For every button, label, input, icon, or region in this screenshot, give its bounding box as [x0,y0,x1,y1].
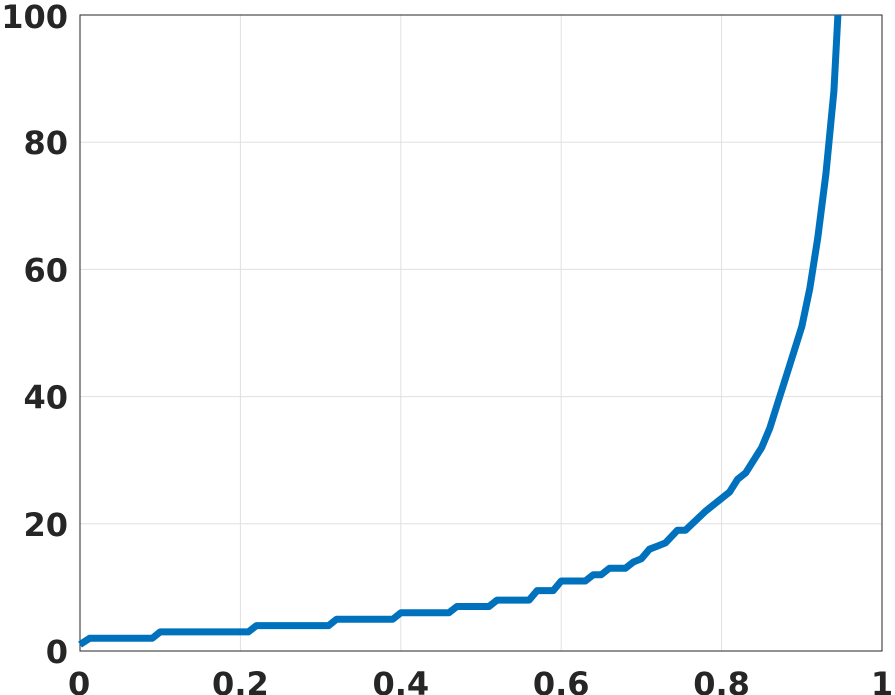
y-tick-label: 40 [23,379,68,417]
x-tick-labels: 0 0.2 0.4 0.6 0.8 1 [68,665,893,695]
grid-lines [80,15,882,651]
y-tick-label: 20 [23,506,68,544]
y-tick-label: 80 [23,124,68,162]
y-tick-label: 60 [23,251,68,289]
axes-box [79,14,883,652]
x-tick-label: 0.6 [533,665,590,695]
x-tick-label: 1 [871,665,893,695]
series-line [78,14,842,648]
series-layer [78,14,842,648]
y-tick-labels: 0 20 40 60 80 100 [1,0,68,671]
y-tick-label: 0 [46,633,68,671]
y-tick-label: 100 [1,0,68,36]
x-tick-label: 0 [68,665,90,695]
x-tick-label: 0.2 [212,665,269,695]
x-tick-label: 0.4 [372,665,429,695]
x-tick-label: 0.8 [693,665,750,695]
plot-area [80,15,882,651]
